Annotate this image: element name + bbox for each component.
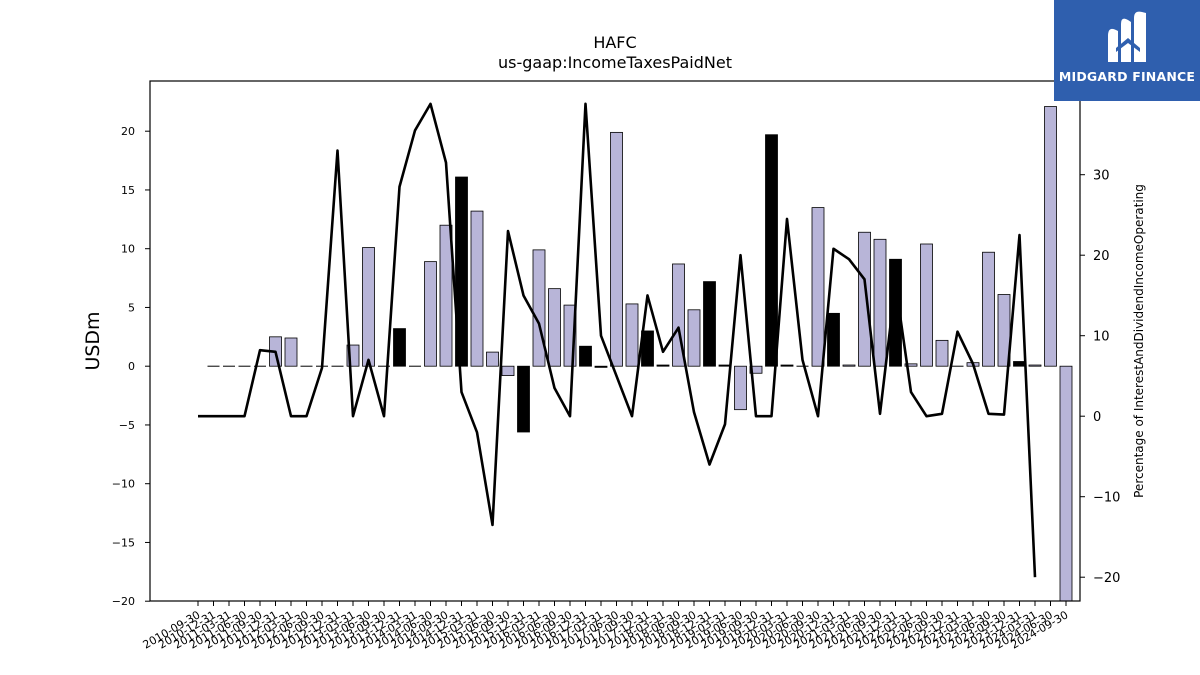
bar — [439, 224, 453, 367]
bar — [749, 365, 763, 374]
bar — [470, 210, 484, 367]
brand-logo: MIDGARD FINANCE — [1054, 0, 1200, 101]
bar — [610, 131, 623, 367]
bar — [579, 345, 592, 367]
y2-tick-label: −20 — [1093, 571, 1120, 586]
axes-layer: −20−15−10−505101520−20−1001020302010-09-… — [112, 80, 1120, 652]
chart-subtitle: us-gaap:IncomeTaxesPaidNet — [498, 53, 732, 72]
y-tick-label: −10 — [112, 478, 135, 491]
bar — [734, 365, 747, 411]
bar — [811, 207, 825, 367]
y2-tick-label: 10 — [1093, 330, 1110, 345]
bar — [517, 365, 530, 433]
bar — [920, 243, 933, 367]
bar — [765, 134, 778, 367]
bar — [780, 364, 794, 367]
y-tick-label: −20 — [112, 595, 135, 608]
bar — [393, 328, 406, 367]
bars-layer — [207, 106, 1073, 602]
bar — [424, 261, 437, 367]
bar — [284, 337, 298, 367]
bar — [656, 364, 670, 367]
y2-tick-label: 20 — [1093, 249, 1110, 264]
bar — [889, 258, 902, 367]
y2-tick-label: 0 — [1093, 410, 1101, 425]
y-tick-label: 20 — [121, 125, 135, 138]
y-tick-label: −15 — [112, 536, 135, 549]
y-tick-label: −5 — [119, 419, 135, 432]
bar — [1028, 364, 1042, 367]
bar — [873, 238, 887, 367]
bar — [842, 364, 856, 367]
bar — [532, 249, 546, 367]
bar — [486, 351, 499, 367]
y-tick-label: 10 — [121, 243, 135, 256]
bar — [548, 288, 561, 367]
plot-frame — [149, 80, 1081, 602]
bar — [594, 365, 608, 368]
y-tick-label: 15 — [121, 184, 135, 197]
bar — [1013, 361, 1026, 367]
brand-name: MIDGARD FINANCE — [1058, 69, 1196, 84]
bar — [687, 309, 701, 367]
y2-tick-label: 30 — [1093, 169, 1110, 184]
bar — [501, 365, 515, 377]
y2-axis-label: Percentage of InterestAndDividendIncomeO… — [1132, 184, 1146, 498]
chart-title: HAFC — [593, 33, 636, 52]
line-layer — [198, 102, 1037, 578]
bar — [935, 339, 949, 367]
midgard-logo-icon — [1108, 11, 1146, 63]
bar — [1044, 106, 1057, 367]
y2-tick-label: −10 — [1093, 491, 1120, 506]
bar — [703, 281, 716, 367]
bar — [827, 312, 840, 367]
bar — [625, 303, 639, 367]
y-axis-label: USDm — [82, 311, 104, 370]
bar — [982, 251, 995, 367]
bar — [455, 176, 468, 367]
bar — [858, 231, 871, 367]
y-tick-label: 0 — [128, 360, 135, 373]
bar — [1059, 365, 1073, 602]
series-line — [198, 102, 1037, 578]
bar — [362, 247, 375, 367]
bar — [904, 363, 918, 367]
y-tick-label: 5 — [128, 301, 135, 314]
